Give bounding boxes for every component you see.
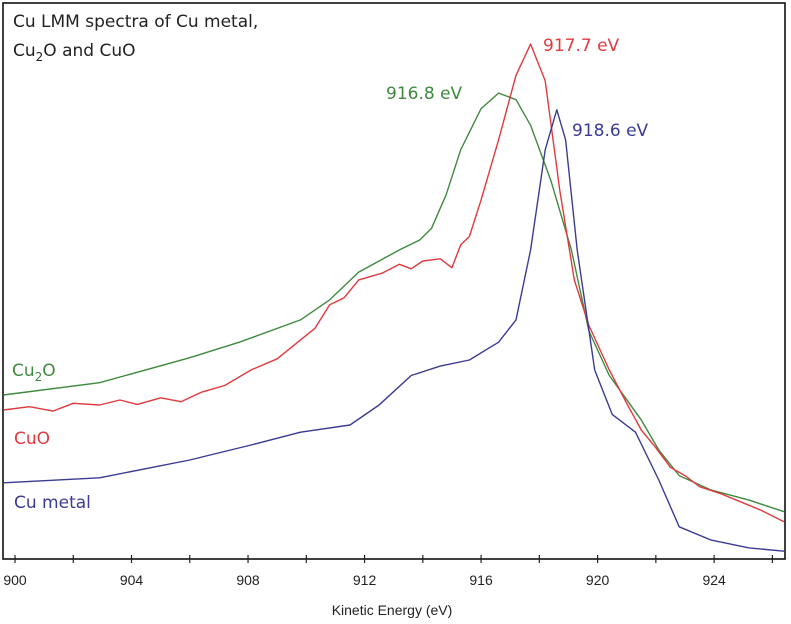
series-label-cu2o: Cu2O <box>12 361 56 384</box>
x-axis: 900 904 908 912 916 920 924 <box>3 555 773 588</box>
x-tick-label: 920 <box>586 572 610 588</box>
x-tick-label: 912 <box>353 572 377 588</box>
chart-title-line-2: Cu2O and CuO <box>13 41 136 64</box>
series-line-cu-metal <box>3 109 785 552</box>
series-label-cuo: CuO <box>14 429 50 449</box>
series-label-cu-metal: Cu metal <box>14 493 91 513</box>
series-layer <box>3 43 785 552</box>
peak-label-cuo: 917.7 eV <box>543 36 620 56</box>
x-axis-label: Kinetic Energy (eV) <box>332 602 453 618</box>
x-tick-label: 916 <box>469 572 493 588</box>
series-line-cuo <box>3 43 785 523</box>
x-tick-label: 924 <box>702 572 726 588</box>
chart-title-line-1: Cu LMM spectra of Cu metal, <box>13 12 258 32</box>
series-line-cu2o <box>3 92 785 513</box>
x-tick-label: 904 <box>120 572 144 588</box>
x-tick-label: 908 <box>236 572 260 588</box>
x-tick-label: 900 <box>3 572 27 588</box>
peak-label-cu-metal: 918.6 eV <box>572 121 649 141</box>
plot-frame <box>2 2 786 560</box>
peak-label-cu2o: 916.8 eV <box>386 84 463 104</box>
